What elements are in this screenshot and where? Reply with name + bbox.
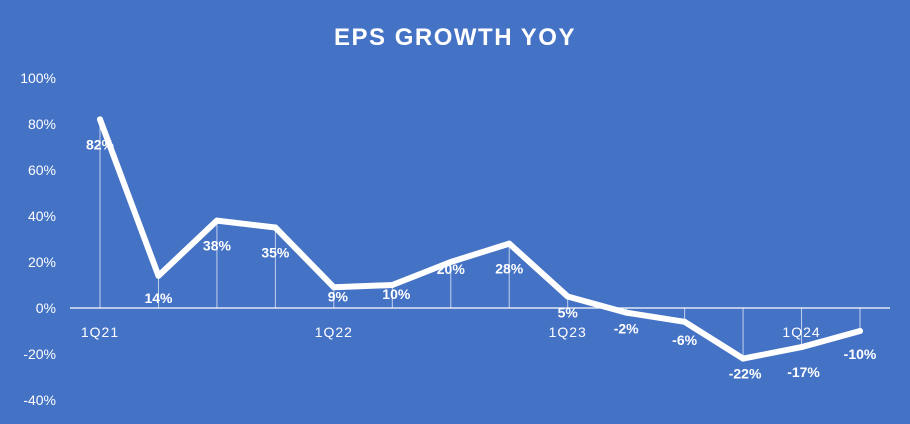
data-label: 35%	[261, 245, 290, 261]
data-point	[740, 355, 747, 362]
data-label: -10%	[844, 346, 877, 362]
data-label: -6%	[672, 332, 697, 348]
data-point	[564, 293, 571, 300]
y-tick-label: 100%	[20, 70, 56, 86]
y-tick-label: 0%	[36, 300, 56, 316]
data-label: -22%	[729, 366, 762, 382]
y-tick-label: 60%	[28, 162, 56, 178]
data-point	[389, 282, 396, 288]
y-tick-label: -40%	[23, 392, 56, 408]
data-label: 20%	[437, 261, 466, 277]
data-label: -17%	[787, 364, 820, 380]
x-axis: 1Q21 1Q22 1Q23 1Q24	[70, 307, 890, 340]
y-tick-label: 80%	[28, 116, 56, 132]
data-label: -2%	[614, 321, 639, 337]
eps-growth-line	[97, 116, 863, 362]
data-point	[798, 344, 805, 351]
data-label: 10%	[382, 286, 411, 302]
data-point	[506, 240, 513, 247]
data-point	[330, 284, 337, 291]
data-point	[681, 318, 688, 325]
y-tick-label: -20%	[23, 346, 56, 362]
y-tick-label: 20%	[28, 254, 56, 270]
data-point	[857, 328, 863, 334]
data-point	[155, 272, 162, 279]
y-tick-label: 40%	[28, 208, 56, 224]
data-label: 38%	[203, 238, 232, 254]
series-line-group	[97, 116, 863, 362]
x-tick-label: 1Q22	[315, 324, 353, 340]
data-point	[447, 259, 454, 265]
data-point	[272, 224, 279, 231]
data-label: 9%	[328, 288, 349, 304]
data-label: 82%	[86, 136, 115, 152]
data-point	[623, 309, 630, 316]
y-axis: 100% 80% 60% 40% 20% 0% -20% -40%	[20, 70, 56, 408]
data-labels: 82% 14% 38% 35% 9% 10% 20% 28% 5% -2% -6% -22% -17% -…	[86, 136, 877, 381]
x-tick-label: 1Q21	[81, 324, 119, 340]
chart-title: EPS GROWTH YOY	[334, 24, 576, 51]
data-label: 14%	[144, 290, 173, 306]
x-tick-label: 1Q23	[549, 324, 587, 340]
x-tick-label: 1Q24	[782, 324, 820, 340]
data-label: 28%	[495, 261, 524, 277]
data-point	[213, 217, 220, 224]
data-label: 5%	[558, 305, 579, 321]
data-point	[97, 116, 103, 123]
